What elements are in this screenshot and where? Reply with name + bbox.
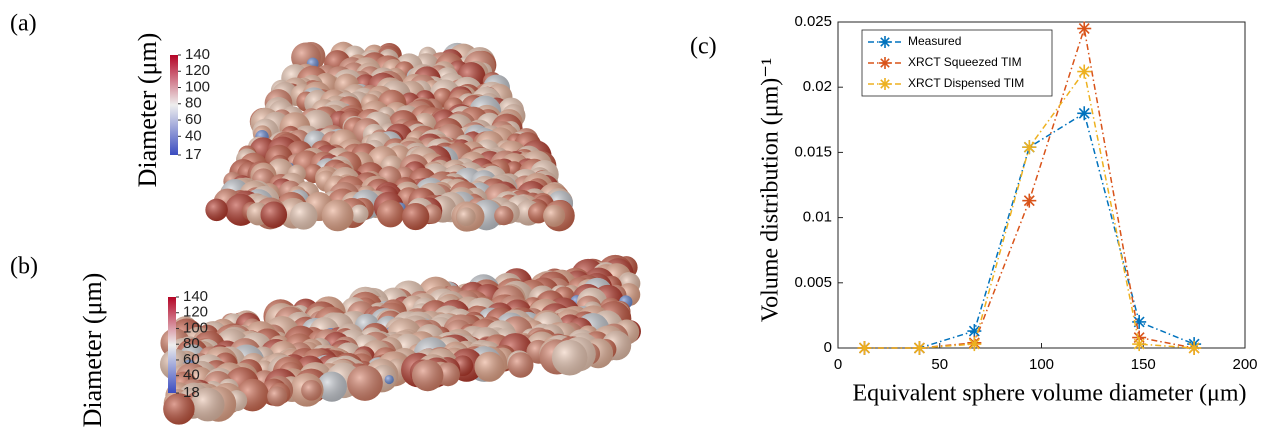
series-line <box>864 72 1194 348</box>
colorbar-tick-label: 60 <box>183 351 200 368</box>
sphere-shade <box>412 360 443 391</box>
panel-label: (a) <box>10 11 37 37</box>
sphere-shade <box>543 205 565 227</box>
colorbar-tick-label: 100 <box>183 319 208 336</box>
legend-marker <box>879 78 891 90</box>
sphere-shade <box>301 380 322 401</box>
colorbar-tick-label: 40 <box>185 127 202 144</box>
legend-marker <box>879 36 891 48</box>
sphere-shade <box>457 207 476 226</box>
colorbar-tick-label: 60 <box>185 111 202 128</box>
y-tick-label: 0.025 <box>794 13 832 30</box>
sphere-shade <box>474 352 504 382</box>
data-point <box>1022 140 1036 154</box>
sphere-shade <box>347 365 383 401</box>
panel-label: (b) <box>10 254 38 280</box>
colorbar-tick-label: 18 <box>183 384 200 401</box>
x-tick-label: 200 <box>1232 356 1257 373</box>
sphere-pack <box>205 42 574 232</box>
data-point <box>1077 106 1091 120</box>
legend-label: XRCT Squeezed TIM <box>908 55 1022 69</box>
y-tick-label: 0.005 <box>794 274 832 291</box>
colorbar-tick-label: 17 <box>185 146 202 163</box>
colorbar-title: Diameter (μm) <box>78 273 107 428</box>
colorbar <box>170 55 178 155</box>
colorbar-tick-label: 80 <box>183 335 200 352</box>
data-point <box>857 341 871 355</box>
sphere-shade <box>261 201 288 228</box>
sphere-shade <box>508 352 534 378</box>
x-tick-label: 150 <box>1131 356 1156 373</box>
data-point <box>1077 65 1091 79</box>
sphere-shade <box>385 375 394 384</box>
legend-marker <box>879 57 891 69</box>
colorbar-tick-label: 120 <box>183 304 208 321</box>
sphere-shade <box>552 340 588 376</box>
data-point <box>1077 22 1091 36</box>
colorbar-tick-label: 80 <box>185 95 202 112</box>
y-tick-label: 0.01 <box>803 209 832 226</box>
data-point <box>1187 341 1201 355</box>
colorbar-tick-label: 140 <box>185 46 210 63</box>
panel-label: (c) <box>690 34 717 60</box>
x-tick-label: 50 <box>931 356 948 373</box>
sphere-shade <box>322 200 354 232</box>
colorbar-tick-label: 100 <box>185 78 210 95</box>
data-point <box>912 341 926 355</box>
y-tick-label: 0.02 <box>803 78 832 95</box>
sphere-shade <box>377 200 404 227</box>
sphere-shade <box>205 199 227 221</box>
legend-label: XRCT Dispensed TIM <box>908 76 1024 90</box>
colorbar <box>168 297 176 393</box>
data-point <box>1022 194 1036 208</box>
colorbar-tick-label: 140 <box>183 288 208 305</box>
data-point <box>967 337 981 351</box>
sphere-shade <box>494 206 513 225</box>
x-axis-label: Equivalent sphere volume diameter (μm) <box>852 381 1246 407</box>
x-tick-label: 100 <box>1029 356 1054 373</box>
colorbar-title: Diameter (μm) <box>133 33 162 188</box>
sphere-pack <box>160 255 641 425</box>
data-point <box>1132 337 1146 351</box>
sphere-shade <box>290 202 318 230</box>
legend-label: Measured <box>908 34 961 48</box>
sphere-shade <box>402 203 429 230</box>
sphere-shade <box>267 386 287 406</box>
y-tick-label: 0 <box>824 339 832 356</box>
y-axis-label: Volume distribution (μm)⁻¹ <box>758 58 784 322</box>
x-tick-label: 0 <box>834 356 842 373</box>
y-tick-label: 0.015 <box>794 143 832 160</box>
colorbar-tick-label: 40 <box>183 367 200 384</box>
colorbar-tick-label: 120 <box>185 62 210 79</box>
figure: (a)Diameter (μm)14012010080604017(b)Diam… <box>0 0 1288 441</box>
